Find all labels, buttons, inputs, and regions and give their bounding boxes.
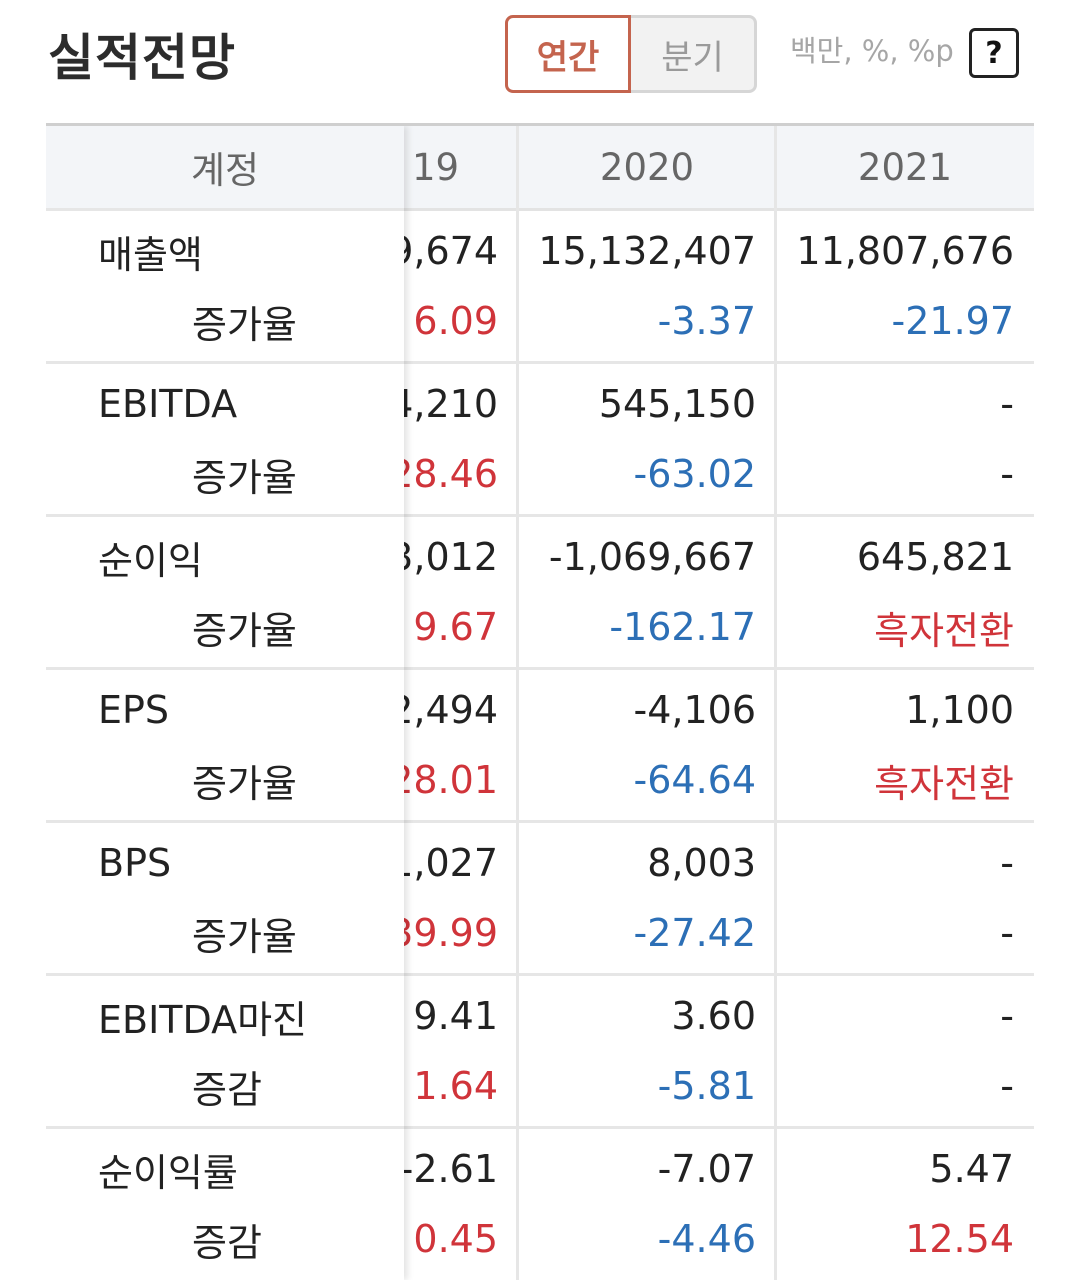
period-toggle: 연간 분기: [505, 15, 757, 93]
growth-2021: 12.54: [905, 1217, 1014, 1261]
value-2020: 8,003: [647, 841, 756, 885]
row-label: EPS: [98, 688, 170, 732]
growth-2021: -21.97: [891, 299, 1015, 343]
value-2021: 1,100: [905, 688, 1014, 732]
row-label: 순이익률: [98, 1150, 238, 1195]
value-2019: 2,494: [389, 688, 498, 732]
value-2019: 9,674: [389, 229, 498, 273]
growth-2021: -: [1000, 452, 1014, 496]
growth-2020: -5.81: [657, 1064, 756, 1108]
value-2020: 545,150: [598, 382, 756, 426]
row-sub-label: 증가율: [192, 914, 297, 959]
value-2020: -1,069,667: [548, 535, 756, 579]
col-header-2019: 19: [404, 126, 518, 208]
row-sub-label: 증가율: [192, 302, 297, 347]
value-2019: 9.41: [413, 994, 498, 1038]
value-2020: -7.07: [657, 1147, 756, 1191]
row-label: BPS: [98, 841, 172, 885]
value-2019: 4,210: [389, 382, 498, 426]
row-divider: [46, 1126, 404, 1129]
row-label: EBITDA: [98, 382, 238, 426]
growth-2019: 9.67: [413, 605, 498, 649]
value-2020: 15,132,407: [538, 229, 756, 273]
value-2019: 3,012: [389, 535, 498, 579]
row-divider: [46, 820, 1034, 823]
row-sub-label: 증가율: [192, 608, 297, 653]
growth-2020: -27.42: [633, 911, 757, 955]
value-2019: 1,027: [389, 841, 498, 885]
growth-2019: 0.45: [413, 1217, 498, 1261]
value-2021: -: [1000, 994, 1014, 1038]
row-divider: [46, 667, 1034, 670]
header-divider: [46, 208, 404, 211]
header-divider: [46, 208, 1034, 211]
row-divider: [46, 973, 1034, 976]
help-icon[interactable]: ?: [969, 28, 1019, 78]
tab-quarterly[interactable]: 분기: [631, 15, 757, 93]
row-label: 매출액: [98, 232, 203, 277]
growth-2020: -63.02: [633, 452, 757, 496]
row-divider: [46, 667, 404, 670]
col-header-2020: 2020: [518, 126, 776, 208]
growth-2019: 28.46: [389, 452, 498, 496]
col-header-account: 계정: [46, 126, 404, 208]
growth-2020: -64.64: [633, 758, 757, 802]
row-divider: [46, 1126, 1034, 1129]
growth-2021: 흑자전환: [874, 608, 1014, 653]
row-sub-label: 증가율: [192, 455, 297, 500]
growth-2020: -162.17: [609, 605, 756, 649]
col-header-2021: 2021: [776, 126, 1034, 208]
value-2021: -: [1000, 841, 1014, 885]
growth-2021: 흑자전환: [874, 761, 1014, 806]
growth-2019: 6.09: [413, 299, 498, 343]
growth-2021: -: [1000, 911, 1014, 955]
row-divider: [46, 361, 404, 364]
tab-annual[interactable]: 연간: [505, 15, 631, 93]
row-label: EBITDA마진: [98, 997, 308, 1042]
row-sub-label: 증가율: [192, 761, 297, 806]
row-label: 순이익: [98, 538, 203, 583]
row-divider: [46, 820, 404, 823]
row-divider: [46, 361, 1034, 364]
value-2021: 645,821: [856, 535, 1014, 579]
row-divider: [46, 514, 404, 517]
row-sub-label: 증감: [192, 1220, 262, 1265]
growth-2019: 28.01: [389, 758, 498, 802]
growth-2020: -3.37: [657, 299, 756, 343]
growth-2019: 39.99: [389, 911, 498, 955]
column-divider: [774, 126, 777, 1280]
value-2021: 11,807,676: [796, 229, 1014, 273]
row-sub-label: 증감: [192, 1067, 262, 1112]
page-title: 실적전망: [48, 29, 236, 87]
growth-2019: 1.64: [413, 1064, 498, 1108]
earnings-forecast-table: 19 2020 2021 9,674 15,132,407 11,807,676 6.…: [46, 123, 1034, 1280]
growth-2021: -: [1000, 1064, 1014, 1108]
column-divider: [516, 126, 519, 1280]
value-2021: -: [1000, 382, 1014, 426]
row-divider: [46, 973, 404, 976]
growth-2020: -4.46: [657, 1217, 756, 1261]
value-2020: 3.60: [671, 994, 756, 1038]
unit-label: 백만, %, %p: [790, 34, 954, 68]
value-2021: 5.47: [929, 1147, 1014, 1191]
row-divider: [46, 514, 1034, 517]
account-column: 계정 매출액 증가율 EBITDA 증가율 순이익 증가율 EPS 증가율 BPS 증가율 EBIT…: [46, 126, 404, 1280]
value-2020: -4,106: [633, 688, 757, 732]
value-2019: -2.61: [399, 1147, 498, 1191]
